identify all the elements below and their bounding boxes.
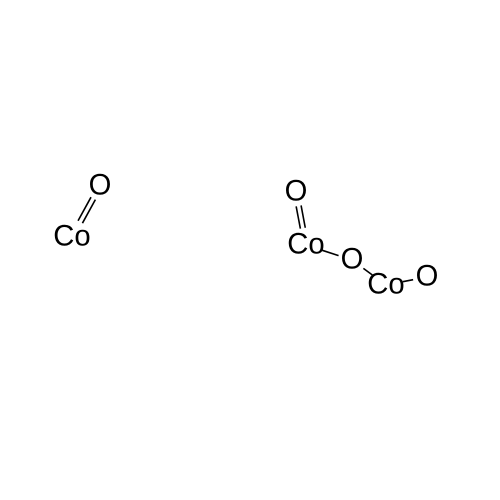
atom-label-o2: O: [285, 177, 308, 206]
atom-label-co1: Co: [53, 222, 90, 251]
atom-label-co2: Co: [287, 230, 324, 259]
double-bond-line: [296, 206, 300, 228]
atom-label-o3: O: [341, 245, 364, 274]
molecule-canvas: OCoOCoOCoO: [0, 0, 500, 500]
atom-label-o4: O: [416, 262, 439, 291]
atom-label-co3: Co: [367, 270, 404, 299]
double-bond-line: [301, 205, 305, 227]
single-bond-line: [322, 250, 338, 255]
atom-label-o1: O: [89, 171, 112, 200]
